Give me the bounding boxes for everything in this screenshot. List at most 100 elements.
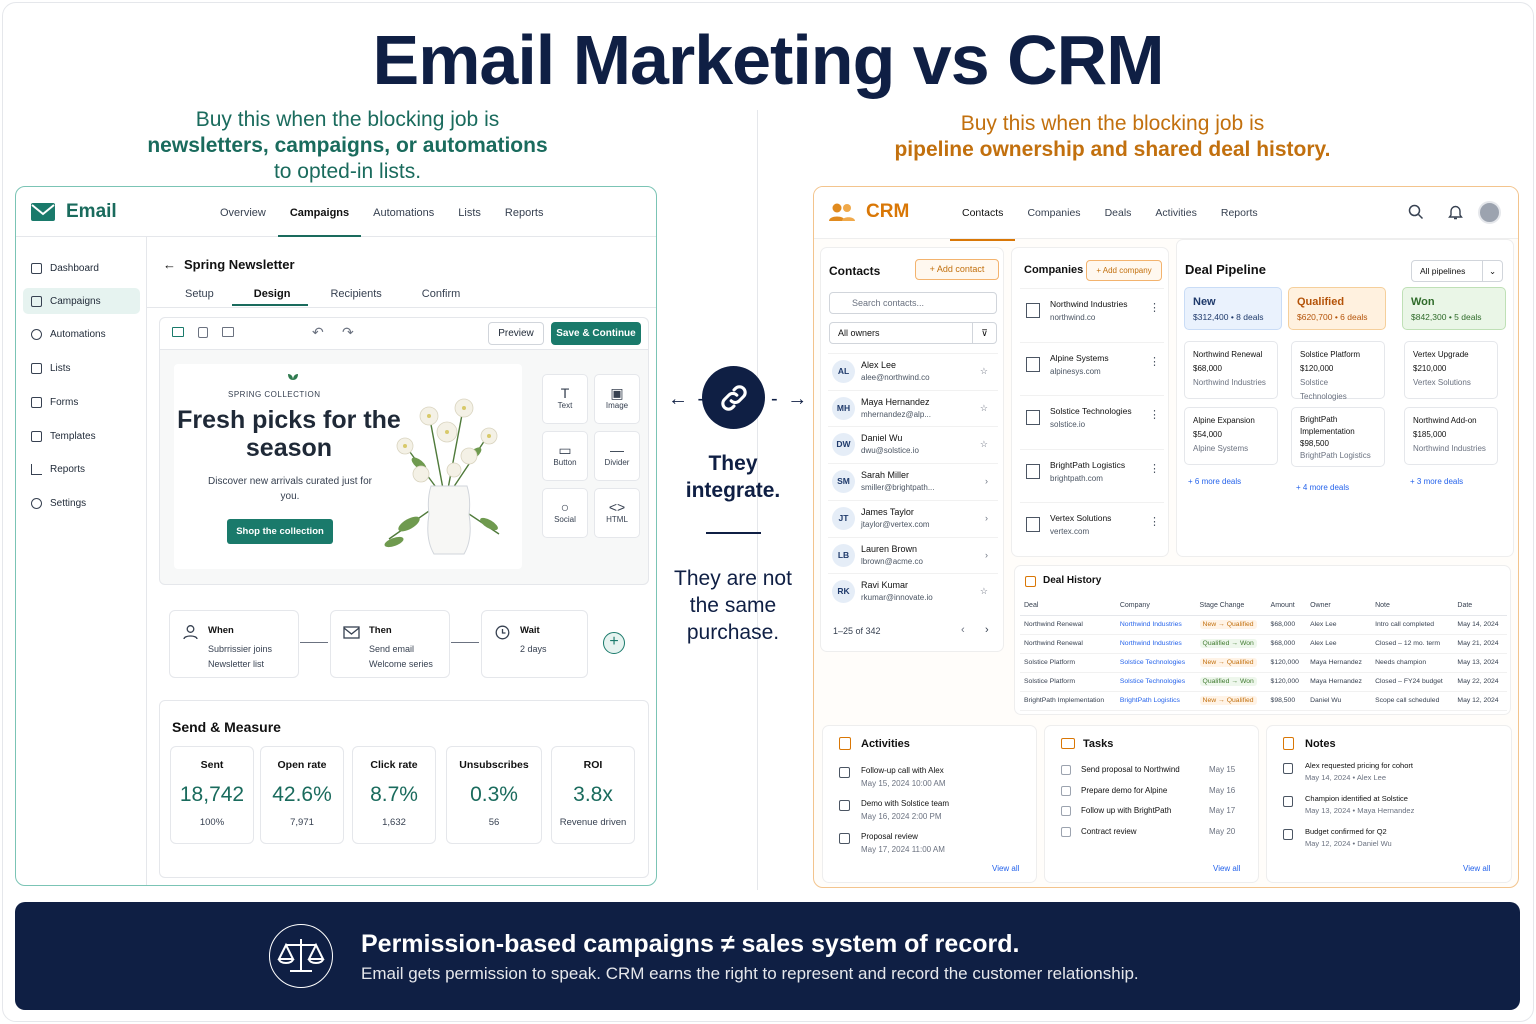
add-step-button[interactable]: + xyxy=(603,632,625,654)
add-company-button[interactable]: + Add company xyxy=(1086,260,1162,281)
email-logo[interactable]: Email xyxy=(30,201,117,223)
tab-confirm[interactable]: Confirm xyxy=(421,288,461,300)
deal-card[interactable]: Vertex Upgrade $210,000 Vertex Solutions xyxy=(1404,341,1498,399)
crm-logo[interactable]: CRM xyxy=(828,201,909,223)
table-row[interactable]: Northwind Renewal Northwind Industries Qua… xyxy=(1020,634,1507,654)
sidebar-item-settings[interactable]: Settings xyxy=(23,490,140,516)
block-button[interactable]: ▭ Button xyxy=(542,431,588,481)
contact-row[interactable]: RK Ravi Kumar rkumar@innovate.io ☆ xyxy=(828,573,998,609)
note-item[interactable]: Champion identified at Solstice May 13, 2… xyxy=(1305,793,1414,817)
contact-action-icon[interactable]: › xyxy=(985,476,988,487)
tab-setup[interactable]: Setup xyxy=(185,288,214,300)
nav-reports[interactable]: Reports xyxy=(1220,207,1258,219)
nav-lists[interactable]: Lists xyxy=(458,207,481,219)
stage-won[interactable]: Won $842,300 • 5 deals xyxy=(1402,287,1506,330)
note-item[interactable]: Budget confirmed for Q2 May 12, 2024 • Da… xyxy=(1305,826,1392,850)
avatar[interactable] xyxy=(1478,201,1501,224)
sidebar-item-lists[interactable]: Lists xyxy=(23,355,140,381)
activity-item[interactable]: Proposal review May 17, 2024 11:00 AM xyxy=(861,830,945,856)
contact-row[interactable]: AL Alex Lee alee@northwind.co ☆ xyxy=(828,353,998,389)
contact-action-icon[interactable]: › xyxy=(985,549,988,560)
more-menu-icon[interactable]: ⋮ xyxy=(1149,462,1160,475)
more-deals-link[interactable]: + 4 more deals xyxy=(1296,483,1350,492)
contact-action-icon[interactable]: ☆ xyxy=(979,439,988,450)
task-checkbox[interactable] xyxy=(1061,806,1071,817)
mobile-view-icon[interactable] xyxy=(222,327,234,337)
back-arrow-icon[interactable]: ← xyxy=(163,257,176,272)
view-all-link[interactable]: View all xyxy=(992,864,1020,873)
deal-card[interactable]: Alpine Expansion $54,000 Alpine Systems xyxy=(1184,407,1278,465)
block-html[interactable]: <> HTML xyxy=(594,488,640,538)
task-checkbox[interactable] xyxy=(1061,765,1071,775)
add-contact-button[interactable]: + Add contact xyxy=(915,259,999,280)
table-row[interactable]: Solstice Platform Solstice Technologies Qu… xyxy=(1020,672,1507,692)
more-menu-icon[interactable]: ⋮ xyxy=(1149,409,1160,421)
tablet-view-icon[interactable] xyxy=(198,327,208,338)
task-checkbox[interactable] xyxy=(1061,785,1071,796)
task-checkbox[interactable] xyxy=(1061,827,1071,838)
deal-card[interactable]: Northwind Renewal $68,000 Northwind Indust… xyxy=(1184,341,1278,399)
nav-companies[interactable]: Companies xyxy=(1027,207,1081,219)
company-row[interactable]: Vertex Solutions vertex.com ⋮ xyxy=(1020,502,1164,552)
nav-reports[interactable]: Reports xyxy=(504,207,544,219)
sidebar-item-campaigns[interactable]: Campaigns xyxy=(23,288,140,314)
more-menu-icon[interactable]: ⋮ xyxy=(1149,302,1160,314)
nav-automations[interactable]: Automations xyxy=(373,207,435,219)
nav-campaigns[interactable]: Campaigns xyxy=(277,187,362,237)
nav-activities[interactable]: Activities xyxy=(1155,207,1197,219)
contact-action-icon[interactable]: ☆ xyxy=(979,402,988,413)
contact-row[interactable]: LB Lauren Brown lbrown@acme.co › xyxy=(828,536,998,573)
block-text[interactable]: T Text xyxy=(542,374,588,424)
contact-row[interactable]: MH Maya Hernandez mhernandez@alp... ☆ xyxy=(828,389,998,426)
view-all-link[interactable]: View all xyxy=(1463,864,1491,873)
contact-action-icon[interactable]: › xyxy=(985,512,988,523)
nav-contacts[interactable]: Contacts xyxy=(950,187,1016,241)
sidebar-item-dashboard[interactable]: Dashboard xyxy=(23,255,140,281)
tab-recipients[interactable]: Recipients xyxy=(330,288,382,300)
table-row[interactable]: BrightPath Implementation BrightPath Logi… xyxy=(1020,691,1507,711)
tab-design[interactable]: Design xyxy=(231,284,309,306)
desktop-view-icon[interactable] xyxy=(172,327,184,337)
pipeline-select[interactable]: All pipelines ⌄ xyxy=(1411,260,1503,282)
save-continue-button[interactable]: Save & Continue xyxy=(551,322,641,345)
sidebar-item-forms[interactable]: Forms xyxy=(23,389,140,415)
more-menu-icon[interactable]: ⋮ xyxy=(1149,355,1160,368)
nav-deals[interactable]: Deals xyxy=(1104,207,1132,219)
preview-button[interactable]: Preview xyxy=(488,322,544,345)
deal-card[interactable]: Solstice Platform $120,000 Solstice Techno… xyxy=(1291,341,1385,401)
nav-overview[interactable]: Overview xyxy=(220,207,266,219)
owners-select[interactable]: All owners ⊽ xyxy=(829,322,997,344)
flow-action[interactable]: Then Send email Welcome series xyxy=(330,610,450,678)
shop-button[interactable]: Shop the collection xyxy=(227,519,333,544)
flow-wait[interactable]: Wait 2 days xyxy=(481,610,588,678)
table-row[interactable]: Northwind Renewal Northwind Industries New… xyxy=(1020,615,1507,635)
note-item[interactable]: Alex requested pricing for cohort May 14,… xyxy=(1305,760,1413,784)
view-all-link[interactable]: View all xyxy=(1213,864,1241,873)
redo-icon[interactable]: ↷ xyxy=(342,324,354,340)
block-image[interactable]: ▣ Image xyxy=(594,374,640,424)
flow-trigger[interactable]: When Subrrissier joins Newsletter list xyxy=(169,610,299,678)
deal-card[interactable]: Northwind Add-on $185,000 Northwind Indust… xyxy=(1404,407,1498,465)
next-page-icon[interactable]: › xyxy=(985,624,989,636)
company-row[interactable]: Solstice Technologies solstice.io ⋮ xyxy=(1020,395,1164,445)
sidebar-item-reports[interactable]: Reports xyxy=(23,456,140,482)
sidebar-item-automations[interactable]: Automations xyxy=(23,321,140,347)
table-row[interactable]: Solstice Platform Solstice Technologies Ne… xyxy=(1020,653,1507,673)
sidebar-item-templates[interactable]: Templates xyxy=(23,423,140,449)
activity-item[interactable]: Follow-up call with Alex May 15, 2024 10:… xyxy=(861,764,946,790)
deal-card[interactable]: BrightPath Implementation $98,500 BrightPa… xyxy=(1291,407,1385,467)
filter-icon[interactable]: ⊽ xyxy=(972,323,996,343)
more-deals-link[interactable]: + 6 more deals xyxy=(1188,477,1242,486)
contact-row[interactable]: SM Sarah Miller smiller@brightpath... › xyxy=(828,463,998,499)
stage-new[interactable]: New $312,400 • 8 deals xyxy=(1184,287,1282,330)
contact-row[interactable]: JT James Taylor jtaylor@vertex.com › xyxy=(828,499,998,536)
company-row[interactable]: Alpine Systems alpinesys.com ⋮ xyxy=(1020,341,1164,392)
prev-page-icon[interactable]: ‹ xyxy=(961,624,965,636)
contact-action-icon[interactable]: ☆ xyxy=(979,586,988,597)
undo-icon[interactable]: ↶ xyxy=(312,324,324,340)
email-canvas[interactable]: SPRING COLLECTION Fresh picks for the se… xyxy=(174,364,522,569)
search-contacts-input[interactable]: Search contacts... xyxy=(829,292,997,314)
block-divider[interactable]: — Divider xyxy=(594,431,640,481)
more-deals-link[interactable]: + 3 more deals xyxy=(1410,477,1464,486)
company-row[interactable]: Northwind Industries northwind.co ⋮ xyxy=(1020,288,1164,338)
